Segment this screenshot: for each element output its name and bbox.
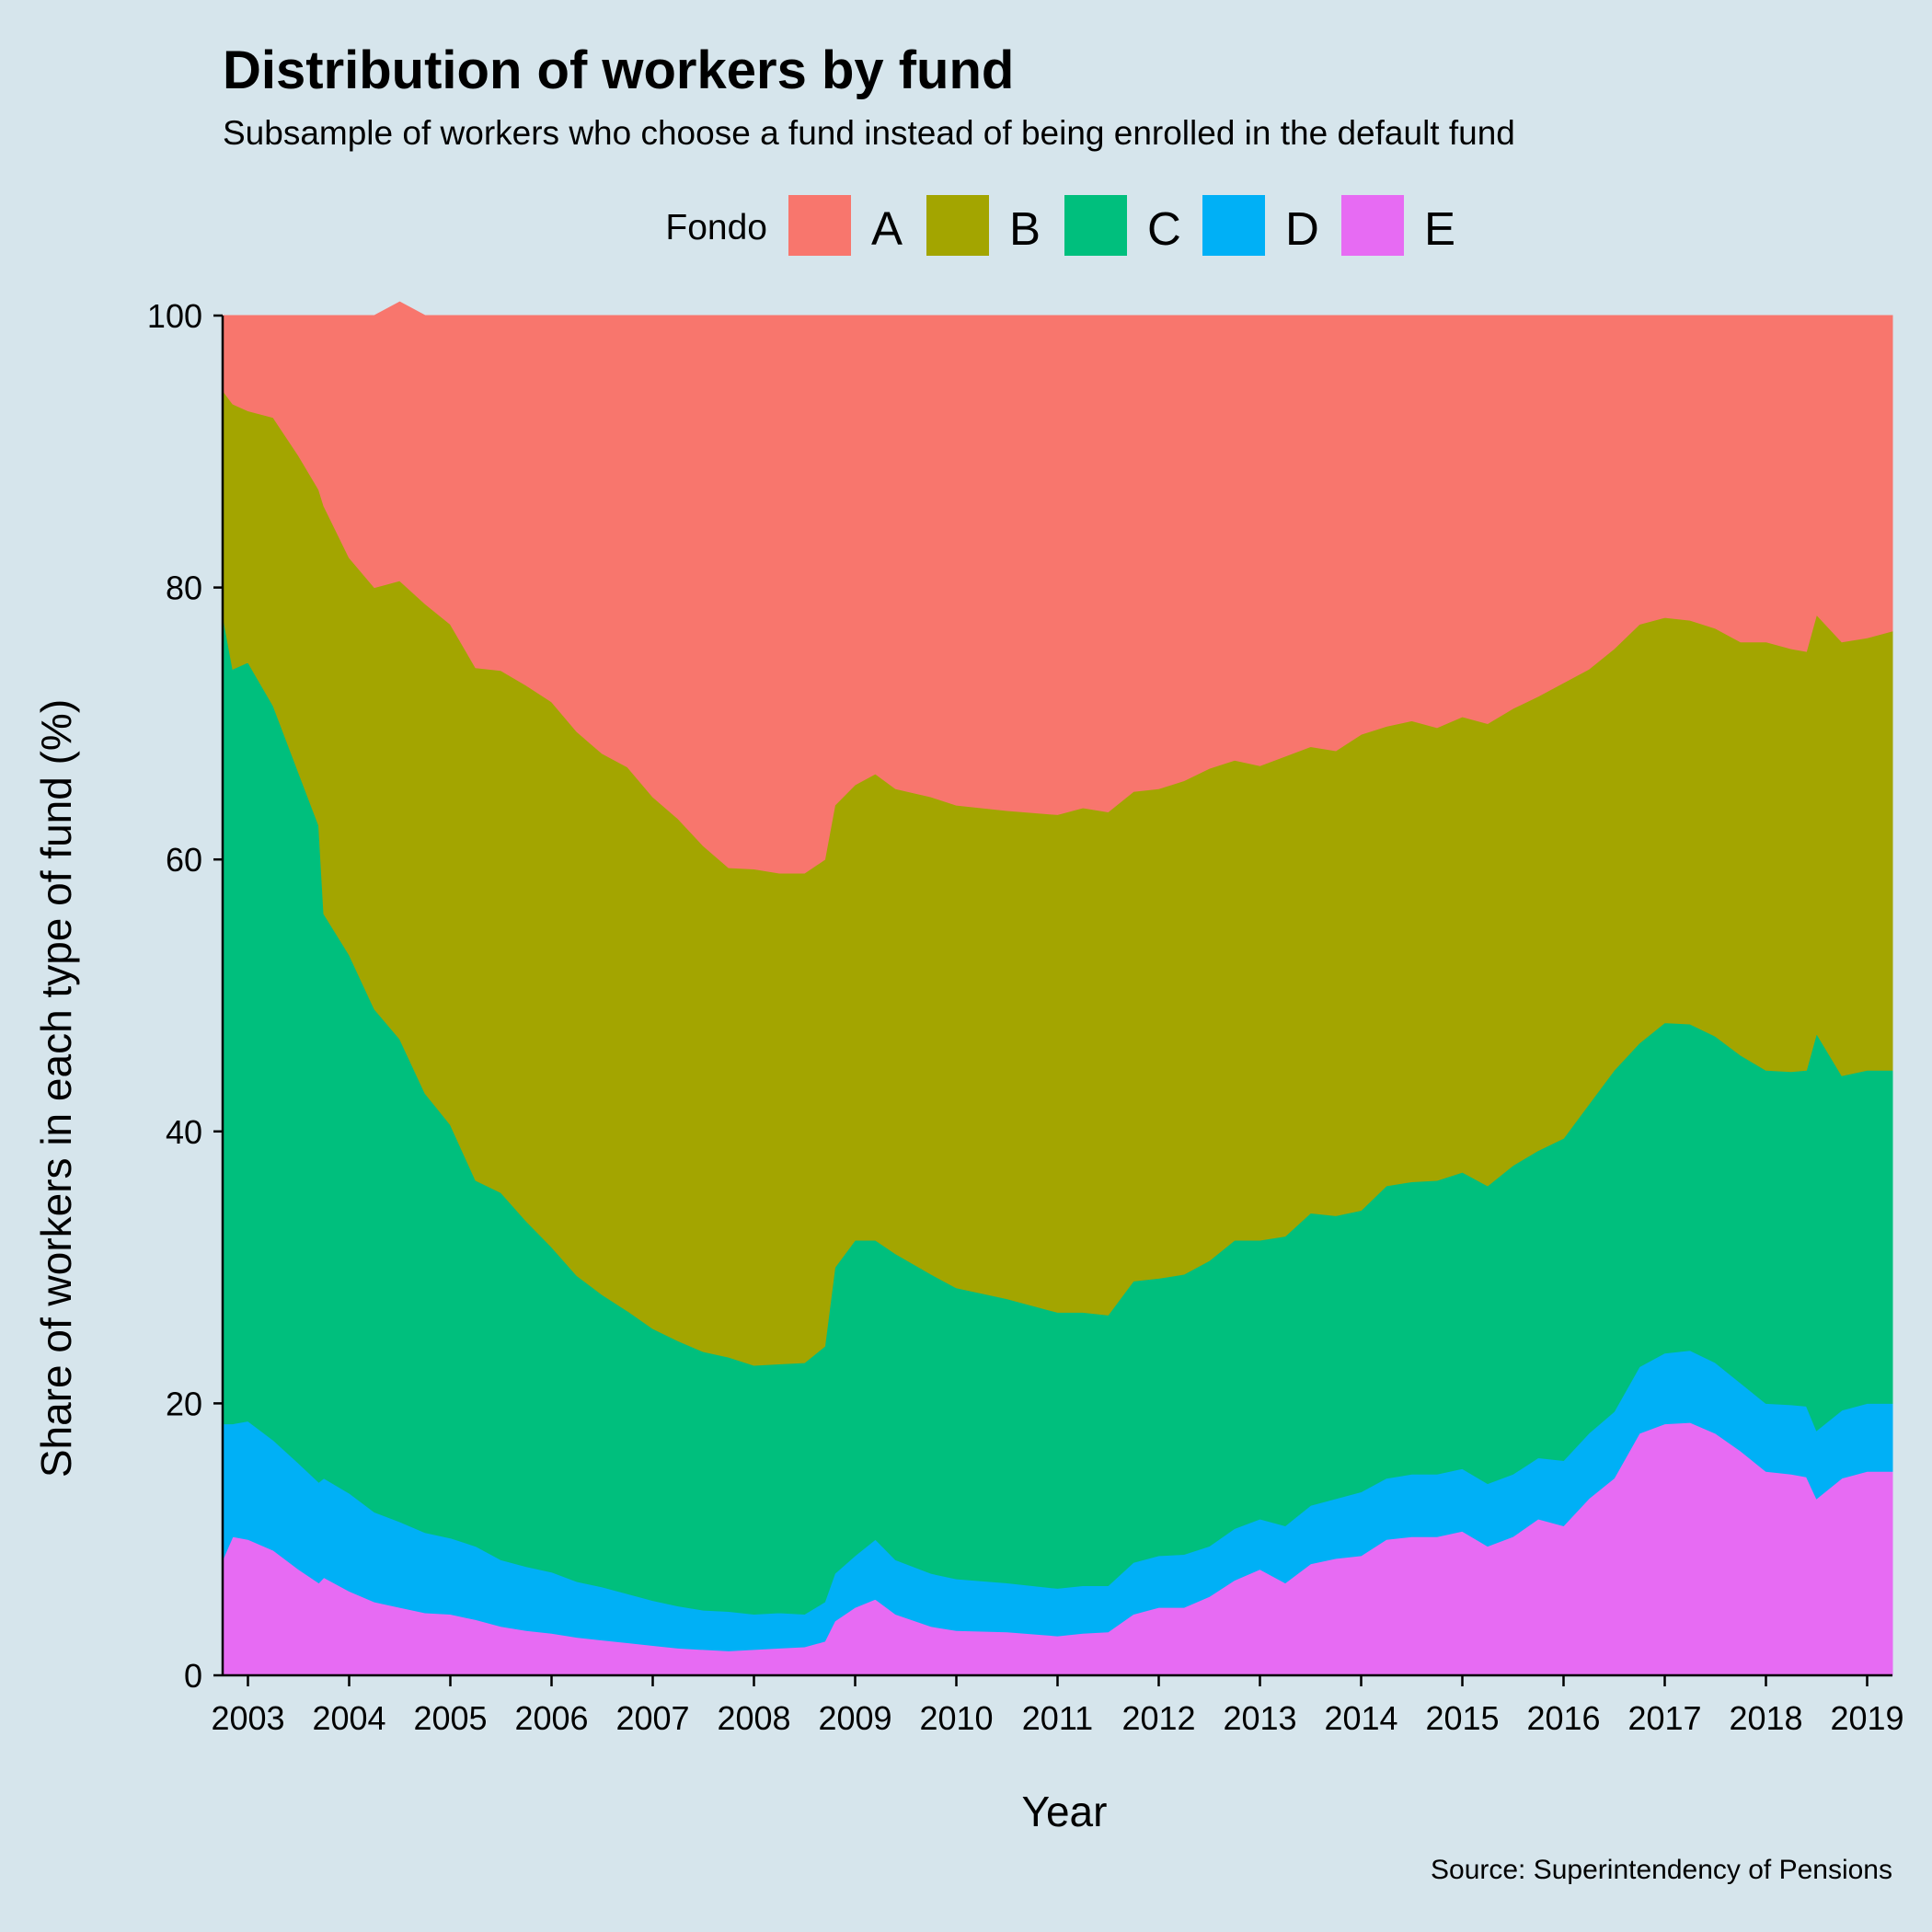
x-tick-label: 2006 <box>514 1699 588 1737</box>
legend-label-d: D <box>1285 202 1319 255</box>
x-tick-label: 2004 <box>312 1699 385 1737</box>
x-tick-label: 2011 <box>1022 1699 1093 1737</box>
x-tick-label: 2010 <box>919 1699 993 1737</box>
x-tick-label: 2007 <box>615 1699 689 1737</box>
x-tick-label: 2005 <box>413 1699 487 1737</box>
x-tick-label: 2012 <box>1121 1699 1195 1737</box>
legend: Fondo A B C D E <box>665 195 1455 256</box>
legend-swatch-a <box>788 195 851 256</box>
area-fund-a <box>222 301 1893 874</box>
chart-title: Distribution of workers by fund <box>223 40 1014 100</box>
y-tick-label: 20 <box>166 1385 202 1422</box>
legend-title: Fondo <box>665 208 767 247</box>
chart-subtitle: Subsample of workers who choose a fund i… <box>223 114 1515 152</box>
x-tick-label: 2018 <box>1729 1699 1802 1737</box>
y-tick-label: 80 <box>166 569 202 607</box>
x-tick-label: 2017 <box>1627 1699 1701 1737</box>
axes: 0 20 40 60 80 100 2003 2004 2005 2006 2007 2008 2009… <box>147 297 1904 1737</box>
legend-swatch-d <box>1202 195 1265 256</box>
x-tick-label: 2015 <box>1425 1699 1499 1737</box>
x-axis-title: Year <box>1022 1788 1108 1835</box>
x-tick-label: 2014 <box>1324 1699 1397 1737</box>
legend-label-a: A <box>871 202 903 255</box>
x-tick-label: 2019 <box>1830 1699 1903 1737</box>
x-tick-label: 2003 <box>211 1699 284 1737</box>
y-tick-label: 100 <box>147 297 202 335</box>
legend-label-b: B <box>1009 202 1041 255</box>
x-tick-label: 2009 <box>818 1699 891 1737</box>
x-tick-label: 2008 <box>717 1699 790 1737</box>
source-caption: Source: Superintendency of Pensions <box>1431 1855 1892 1885</box>
legend-swatch-c <box>1064 195 1127 256</box>
legend-label-e: E <box>1424 202 1455 255</box>
x-tick-label: 2013 <box>1223 1699 1296 1737</box>
y-tick-label: 0 <box>184 1657 202 1695</box>
y-tick-label: 40 <box>166 1113 202 1151</box>
legend-swatch-b <box>926 195 989 256</box>
y-axis-title: Share of workers in each type of fund (%… <box>32 699 80 1478</box>
legend-label-c: C <box>1147 202 1181 255</box>
legend-swatch-e <box>1341 195 1404 256</box>
plot-areas <box>222 301 1893 1676</box>
y-tick-label: 60 <box>166 841 202 879</box>
x-tick-label: 2016 <box>1526 1699 1600 1737</box>
